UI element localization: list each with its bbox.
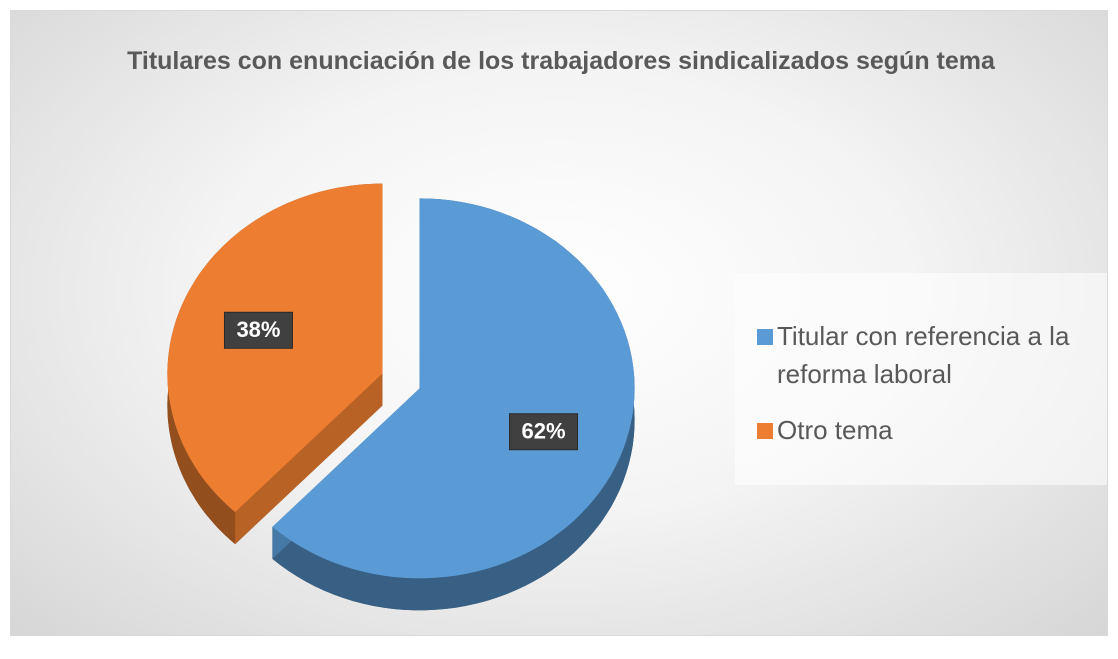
data-label: 62%	[522, 419, 566, 444]
data-label-box	[509, 413, 579, 451]
slice-cut	[235, 373, 383, 545]
slice-wall	[272, 198, 635, 611]
legend-swatch	[757, 423, 773, 439]
legend-swatch	[757, 329, 773, 345]
data-label: 38%	[236, 317, 280, 342]
data-label-box	[223, 311, 293, 349]
legend: Titular con referencia a la reforma labo…	[735, 273, 1107, 485]
legend-entry: Otro tema	[749, 411, 1118, 449]
chart-area: Titulares con enunciación de los trabaja…	[10, 10, 1108, 636]
pie-plot: 62% 38%	[167, 183, 635, 611]
slice	[272, 198, 635, 579]
legend-entry: Titular con referencia a la reforma labo…	[749, 317, 1118, 393]
chart-title: Titulares con enunciación de los trabaja…	[127, 47, 995, 75]
legend-label: Titular con referencia a la reforma labo…	[777, 321, 1070, 389]
legend-label: Otro tema	[777, 415, 893, 445]
